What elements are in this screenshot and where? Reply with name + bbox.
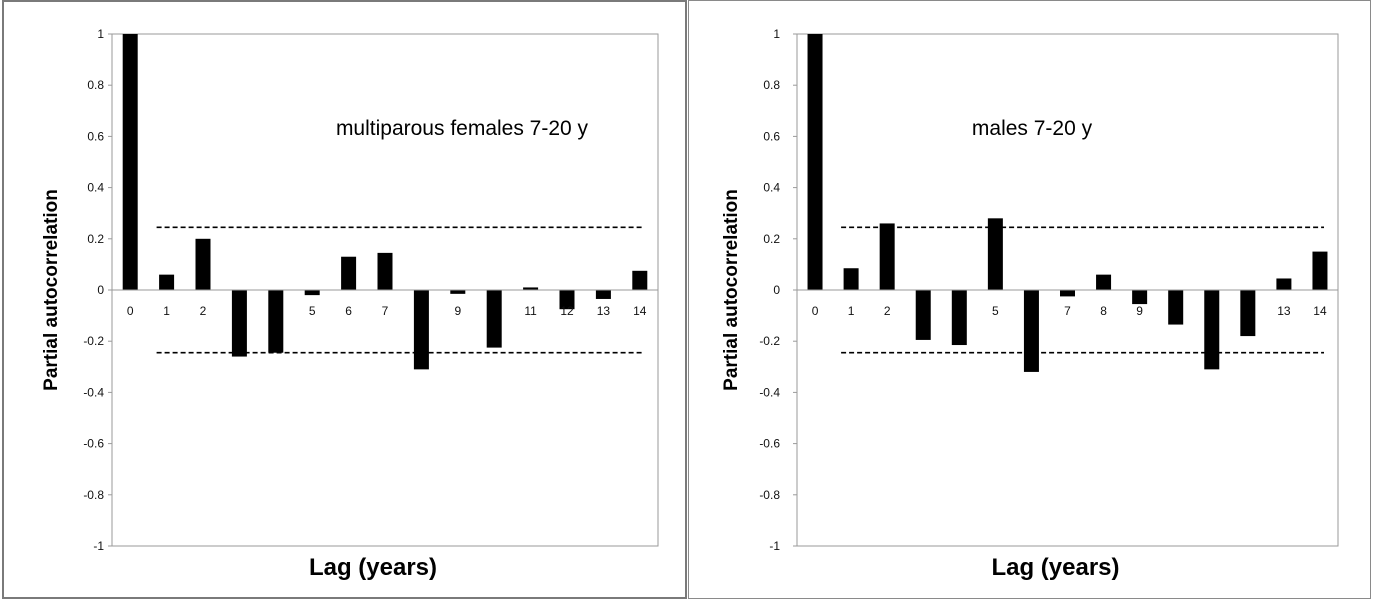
x-tick-label: 13 (597, 304, 611, 318)
bar-lag-2 (195, 238, 211, 290)
bar-lag-7 (377, 252, 393, 290)
x-tick-label: 14 (1313, 304, 1327, 318)
bar-lag-3 (231, 290, 247, 357)
bar-lag-13 (595, 290, 611, 299)
x-tick-label: 9 (454, 304, 461, 318)
x-tick-label: 6 (345, 304, 352, 318)
x-tick-label: 5 (309, 304, 316, 318)
y-tick-label: 0 (97, 283, 104, 297)
bar-lag-0 (122, 34, 138, 290)
y-tick-label: 0.2 (763, 232, 780, 246)
y-tick-label: 0.8 (87, 78, 104, 92)
bar-lag-2 (879, 223, 895, 290)
bar-lag-6 (341, 256, 357, 290)
bar-lag-4 (951, 290, 967, 346)
y-tick-label: 0.4 (763, 181, 780, 195)
bar-lag-6 (1023, 290, 1039, 372)
x-axis-label: Lag (years) (991, 554, 1119, 581)
bar-lag-4 (268, 290, 284, 353)
y-tick-label: 0.4 (87, 181, 104, 195)
bar-lag-14 (1312, 251, 1328, 290)
y-tick-label: -0.4 (759, 385, 780, 399)
bar-lag-8 (413, 290, 429, 370)
y-tick-label: -0.4 (83, 385, 104, 399)
y-tick-label: -1 (93, 539, 104, 553)
y-tick-label: -0.6 (83, 437, 104, 451)
bar-lag-9 (450, 290, 466, 294)
x-tick-label: 0 (127, 304, 134, 318)
chart-1: 1 0.8 0.6 0.4 0.2 0 -0.2 -0.4 -0.6 -0.8 -1 0 1 2 5 7 8 9 1… (721, 27, 1339, 581)
bar-lag-14 (632, 270, 648, 290)
x-tick-label: 1 (848, 304, 855, 318)
y-tick-label: 0.8 (763, 78, 780, 92)
bar-lag-10 (1168, 290, 1184, 325)
y-tick-label: -0.8 (83, 488, 104, 502)
series-annotation: multiparous females 7-20 y (336, 117, 589, 140)
y-tick-label: 1 (773, 27, 780, 41)
chart-0: 10.80.60.40.20-0.2-0.4-0.6-0.8-10 1 2 5 6 7 9 1… (41, 27, 659, 581)
y-tick-label: 0 (773, 283, 780, 297)
bar-lag-11 (1204, 290, 1220, 370)
y-tick-label: -0.2 (759, 334, 780, 348)
y-tick-label: -0.8 (759, 488, 780, 502)
y-axis-label: Partial autocorrelation (41, 189, 62, 391)
bar-lag-8 (1096, 274, 1112, 290)
x-tick-label: 2 (200, 304, 207, 318)
x-tick-label: 9 (1136, 304, 1143, 318)
bar-lag-3 (915, 290, 931, 340)
x-tick-label: 12 (560, 304, 574, 318)
x-tick-label: 13 (1277, 304, 1291, 318)
series-annotation: males 7-20 y (972, 117, 1093, 140)
x-tick-label: 7 (382, 304, 389, 318)
y-tick-label: 0.6 (87, 129, 104, 143)
bar-lag-12 (1240, 290, 1256, 337)
y-tick-label: 0.2 (87, 232, 104, 246)
x-tick-label: 0 (812, 304, 819, 318)
x-tick-label: 5 (992, 304, 999, 318)
bar-lag-9 (1132, 290, 1148, 305)
bar-lag-0 (807, 34, 823, 290)
bar-lag-11 (523, 287, 539, 290)
x-tick-label: 11 (524, 304, 537, 318)
y-tick-label: -1 (769, 539, 780, 553)
y-axis-label: Partial autocorrelation (721, 189, 742, 391)
x-tick-label: 7 (1064, 304, 1071, 318)
y-tick-label: 1 (97, 27, 104, 41)
bar-lag-13 (1276, 278, 1292, 290)
bar-lag-7 (1060, 290, 1075, 297)
y-tick-label: 0.6 (763, 129, 780, 143)
y-tick-label: -0.2 (83, 334, 104, 348)
bar-lag-5 (987, 218, 1003, 290)
x-tick-label: 2 (884, 304, 891, 318)
x-tick-label: 1 (163, 304, 170, 318)
x-tick-label: 8 (1100, 304, 1107, 318)
x-axis-label: Lag (years) (309, 554, 437, 581)
y-tick-label: -0.6 (759, 437, 780, 451)
bar-lag-10 (486, 290, 502, 348)
bar-lag-1 (843, 268, 859, 290)
bar-lag-5 (304, 290, 320, 296)
x-tick-label: 14 (633, 304, 647, 318)
bar-lag-12 (559, 290, 575, 310)
bar-lag-1 (159, 274, 175, 290)
